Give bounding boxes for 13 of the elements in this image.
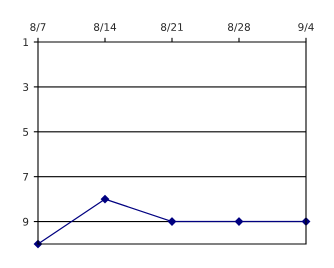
x-tick-label: 8/21 xyxy=(161,23,183,32)
x-tick-label: 8/7 xyxy=(30,23,46,32)
point xyxy=(168,217,176,226)
y-tick-label: 1 xyxy=(23,38,28,46)
y-tick-label: 5 xyxy=(23,128,28,136)
point xyxy=(234,217,244,226)
point xyxy=(100,194,110,204)
y-tick-label: 9 xyxy=(23,218,28,226)
x-tick-label: 8/14 xyxy=(94,23,116,32)
y-tick-label: 7 xyxy=(23,173,28,181)
x-tick-label: 8/28 xyxy=(228,23,250,32)
y-tick-label: 3 xyxy=(23,83,28,91)
x-tick-label: 9/4 xyxy=(298,23,314,32)
